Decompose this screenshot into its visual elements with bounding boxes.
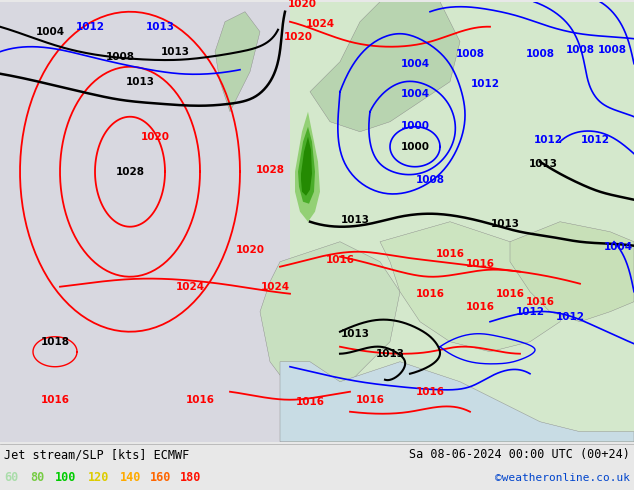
Text: 1004: 1004 bbox=[36, 27, 65, 37]
Text: 1012: 1012 bbox=[470, 79, 500, 89]
Text: 1013: 1013 bbox=[160, 47, 190, 57]
Text: 1013: 1013 bbox=[145, 22, 174, 32]
Polygon shape bbox=[510, 221, 634, 322]
Text: 1016: 1016 bbox=[325, 255, 354, 265]
Text: 1016: 1016 bbox=[465, 259, 495, 269]
Text: 1018: 1018 bbox=[41, 337, 70, 347]
Text: 1024: 1024 bbox=[261, 282, 290, 292]
Text: 180: 180 bbox=[180, 471, 202, 484]
Text: 1016: 1016 bbox=[415, 387, 444, 397]
Text: Jet stream/SLP [kts] ECMWF: Jet stream/SLP [kts] ECMWF bbox=[4, 448, 190, 461]
Text: 1004: 1004 bbox=[401, 89, 430, 98]
Polygon shape bbox=[301, 137, 312, 196]
Text: 1016: 1016 bbox=[41, 395, 70, 405]
Text: 1004: 1004 bbox=[401, 59, 430, 69]
Polygon shape bbox=[290, 2, 634, 441]
Text: 1012: 1012 bbox=[533, 135, 562, 145]
Text: 1016: 1016 bbox=[465, 302, 495, 312]
Text: 1013: 1013 bbox=[375, 349, 404, 359]
Text: 1016: 1016 bbox=[356, 395, 384, 405]
Text: 1004: 1004 bbox=[604, 242, 633, 252]
Text: 160: 160 bbox=[150, 471, 171, 484]
Polygon shape bbox=[380, 221, 570, 352]
Text: Sa 08-06-2024 00:00 UTC (00+24): Sa 08-06-2024 00:00 UTC (00+24) bbox=[409, 448, 630, 461]
Text: 1016: 1016 bbox=[295, 397, 325, 407]
Text: ©weatheronline.co.uk: ©weatheronline.co.uk bbox=[495, 473, 630, 483]
Text: 1020: 1020 bbox=[141, 132, 169, 142]
Text: 1013: 1013 bbox=[340, 329, 370, 339]
Text: 1020: 1020 bbox=[283, 32, 313, 42]
Text: 1016: 1016 bbox=[415, 289, 444, 299]
Text: 1024: 1024 bbox=[306, 19, 335, 29]
Polygon shape bbox=[260, 242, 400, 402]
Polygon shape bbox=[310, 2, 460, 132]
Polygon shape bbox=[298, 127, 315, 204]
Text: 1013: 1013 bbox=[529, 159, 557, 169]
Text: 1012: 1012 bbox=[581, 135, 609, 145]
Text: 1013: 1013 bbox=[491, 219, 519, 229]
Text: 100: 100 bbox=[55, 471, 76, 484]
Text: 1020: 1020 bbox=[287, 0, 316, 9]
Text: 80: 80 bbox=[30, 471, 44, 484]
Text: 1012: 1012 bbox=[75, 22, 105, 32]
Text: 1012: 1012 bbox=[515, 307, 545, 317]
Text: 1024: 1024 bbox=[176, 282, 205, 292]
Text: 1013: 1013 bbox=[126, 77, 155, 87]
Text: 1028: 1028 bbox=[256, 165, 285, 175]
Text: 1012: 1012 bbox=[555, 312, 585, 322]
Text: 1008: 1008 bbox=[566, 45, 595, 55]
Bar bbox=[0, 2, 290, 441]
Text: 140: 140 bbox=[120, 471, 141, 484]
Text: 1000: 1000 bbox=[401, 121, 429, 131]
Polygon shape bbox=[280, 362, 634, 441]
Text: 1008: 1008 bbox=[415, 175, 444, 185]
Text: 1028: 1028 bbox=[115, 167, 145, 177]
Text: 1016: 1016 bbox=[496, 289, 524, 299]
Text: 1008: 1008 bbox=[526, 49, 555, 59]
Text: 1008: 1008 bbox=[105, 52, 134, 62]
Text: 1016: 1016 bbox=[186, 395, 214, 405]
Text: 60: 60 bbox=[4, 471, 18, 484]
Text: 120: 120 bbox=[88, 471, 110, 484]
Text: 1008: 1008 bbox=[597, 45, 626, 55]
Text: 1013: 1013 bbox=[340, 215, 370, 225]
Text: 1020: 1020 bbox=[235, 245, 264, 255]
Polygon shape bbox=[295, 112, 320, 221]
Text: 1016: 1016 bbox=[436, 249, 465, 259]
Text: 1000: 1000 bbox=[401, 142, 429, 152]
Text: 1008: 1008 bbox=[455, 49, 484, 59]
Polygon shape bbox=[215, 12, 260, 112]
Text: 1016: 1016 bbox=[526, 297, 555, 307]
